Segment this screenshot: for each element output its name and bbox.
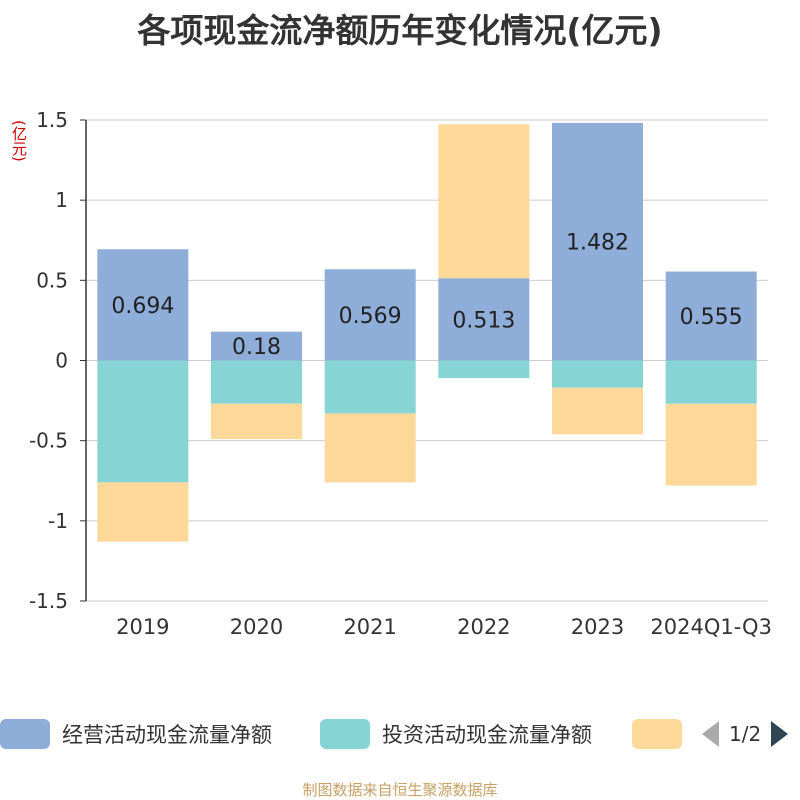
bar-series0-2020 bbox=[211, 331, 302, 361]
x-tick-label: 2019 bbox=[116, 615, 169, 639]
data-label: 0.569 bbox=[339, 304, 402, 329]
bar-series2-2022 bbox=[438, 124, 530, 279]
bar-series2-2021 bbox=[324, 413, 416, 483]
legend-item-investing[interactable]: 投资活动现金流量净额 bbox=[320, 716, 592, 752]
bar-series1-2022 bbox=[438, 360, 530, 379]
bar-series0-2021 bbox=[324, 269, 416, 361]
legend-swatch-operating bbox=[0, 719, 50, 749]
chart-title: 各项现金流净额历年变化情况(亿元) bbox=[137, 11, 663, 50]
bar-series2-2023 bbox=[552, 387, 643, 435]
bar-series2-2019 bbox=[97, 482, 189, 542]
bar-series2-2020 bbox=[211, 403, 302, 440]
bar-series0-2023 bbox=[552, 122, 643, 361]
bar-series1-2024Q1-Q3 bbox=[665, 360, 757, 404]
legend-swatch-financing bbox=[632, 719, 682, 749]
y-tick-label: 1 bbox=[55, 188, 68, 212]
x-tick-label: 2021 bbox=[343, 615, 396, 639]
legend-label-investing: 投资活动现金流量净额 bbox=[382, 723, 592, 747]
bar-series0-2024Q1-Q3 bbox=[665, 271, 757, 361]
legend-item-operating[interactable]: 经营活动现金流量净额 bbox=[0, 716, 272, 752]
legend-item-financing[interactable] bbox=[632, 716, 694, 752]
bar-series1-2020 bbox=[211, 360, 302, 404]
data-label: 0.513 bbox=[452, 308, 515, 333]
x-tick-label: 2022 bbox=[457, 615, 510, 639]
y-tick-label: 0.5 bbox=[36, 268, 68, 292]
y-tick-label: 1.5 bbox=[36, 108, 68, 132]
bar-series2-2024Q1-Q3 bbox=[665, 403, 757, 486]
bar-series1-2023 bbox=[552, 360, 643, 388]
data-label: 1.482 bbox=[566, 231, 629, 256]
x-tick-label: 2024Q1-Q3 bbox=[650, 615, 772, 639]
bar-series1-2019 bbox=[97, 360, 189, 483]
y-tick-label: 0 bbox=[55, 349, 68, 373]
x-tick-label: 2023 bbox=[571, 615, 624, 639]
data-label: 0.555 bbox=[680, 305, 743, 330]
y-tick-label: -1.5 bbox=[29, 589, 68, 613]
y-axis-unit: (亿元) bbox=[10, 120, 28, 162]
data-source-note: 制图数据来自恒生聚源数据库 bbox=[302, 781, 498, 799]
legend-label-operating: 经营活动现金流量净额 bbox=[62, 723, 272, 747]
legend-swatch-investing bbox=[320, 719, 370, 749]
legend-pager: 1/2 bbox=[702, 716, 789, 752]
legend-prev-page-icon[interactable] bbox=[702, 721, 719, 747]
legend-page-indicator: 1/2 bbox=[729, 722, 762, 746]
bar-series0-2022 bbox=[438, 278, 530, 361]
y-tick-label: -0.5 bbox=[29, 429, 68, 453]
y-tick-label: -1 bbox=[48, 509, 68, 533]
bar-series1-2021 bbox=[324, 360, 416, 414]
legend: 经营活动现金流量净额 投资活动现金流量净额 1/2 bbox=[0, 716, 800, 752]
x-tick-label: 2020 bbox=[230, 615, 283, 639]
bar-series0-2019 bbox=[97, 249, 189, 361]
data-label: 0.694 bbox=[111, 294, 174, 319]
data-label: 0.18 bbox=[232, 335, 281, 360]
legend-next-page-icon[interactable] bbox=[771, 721, 789, 747]
